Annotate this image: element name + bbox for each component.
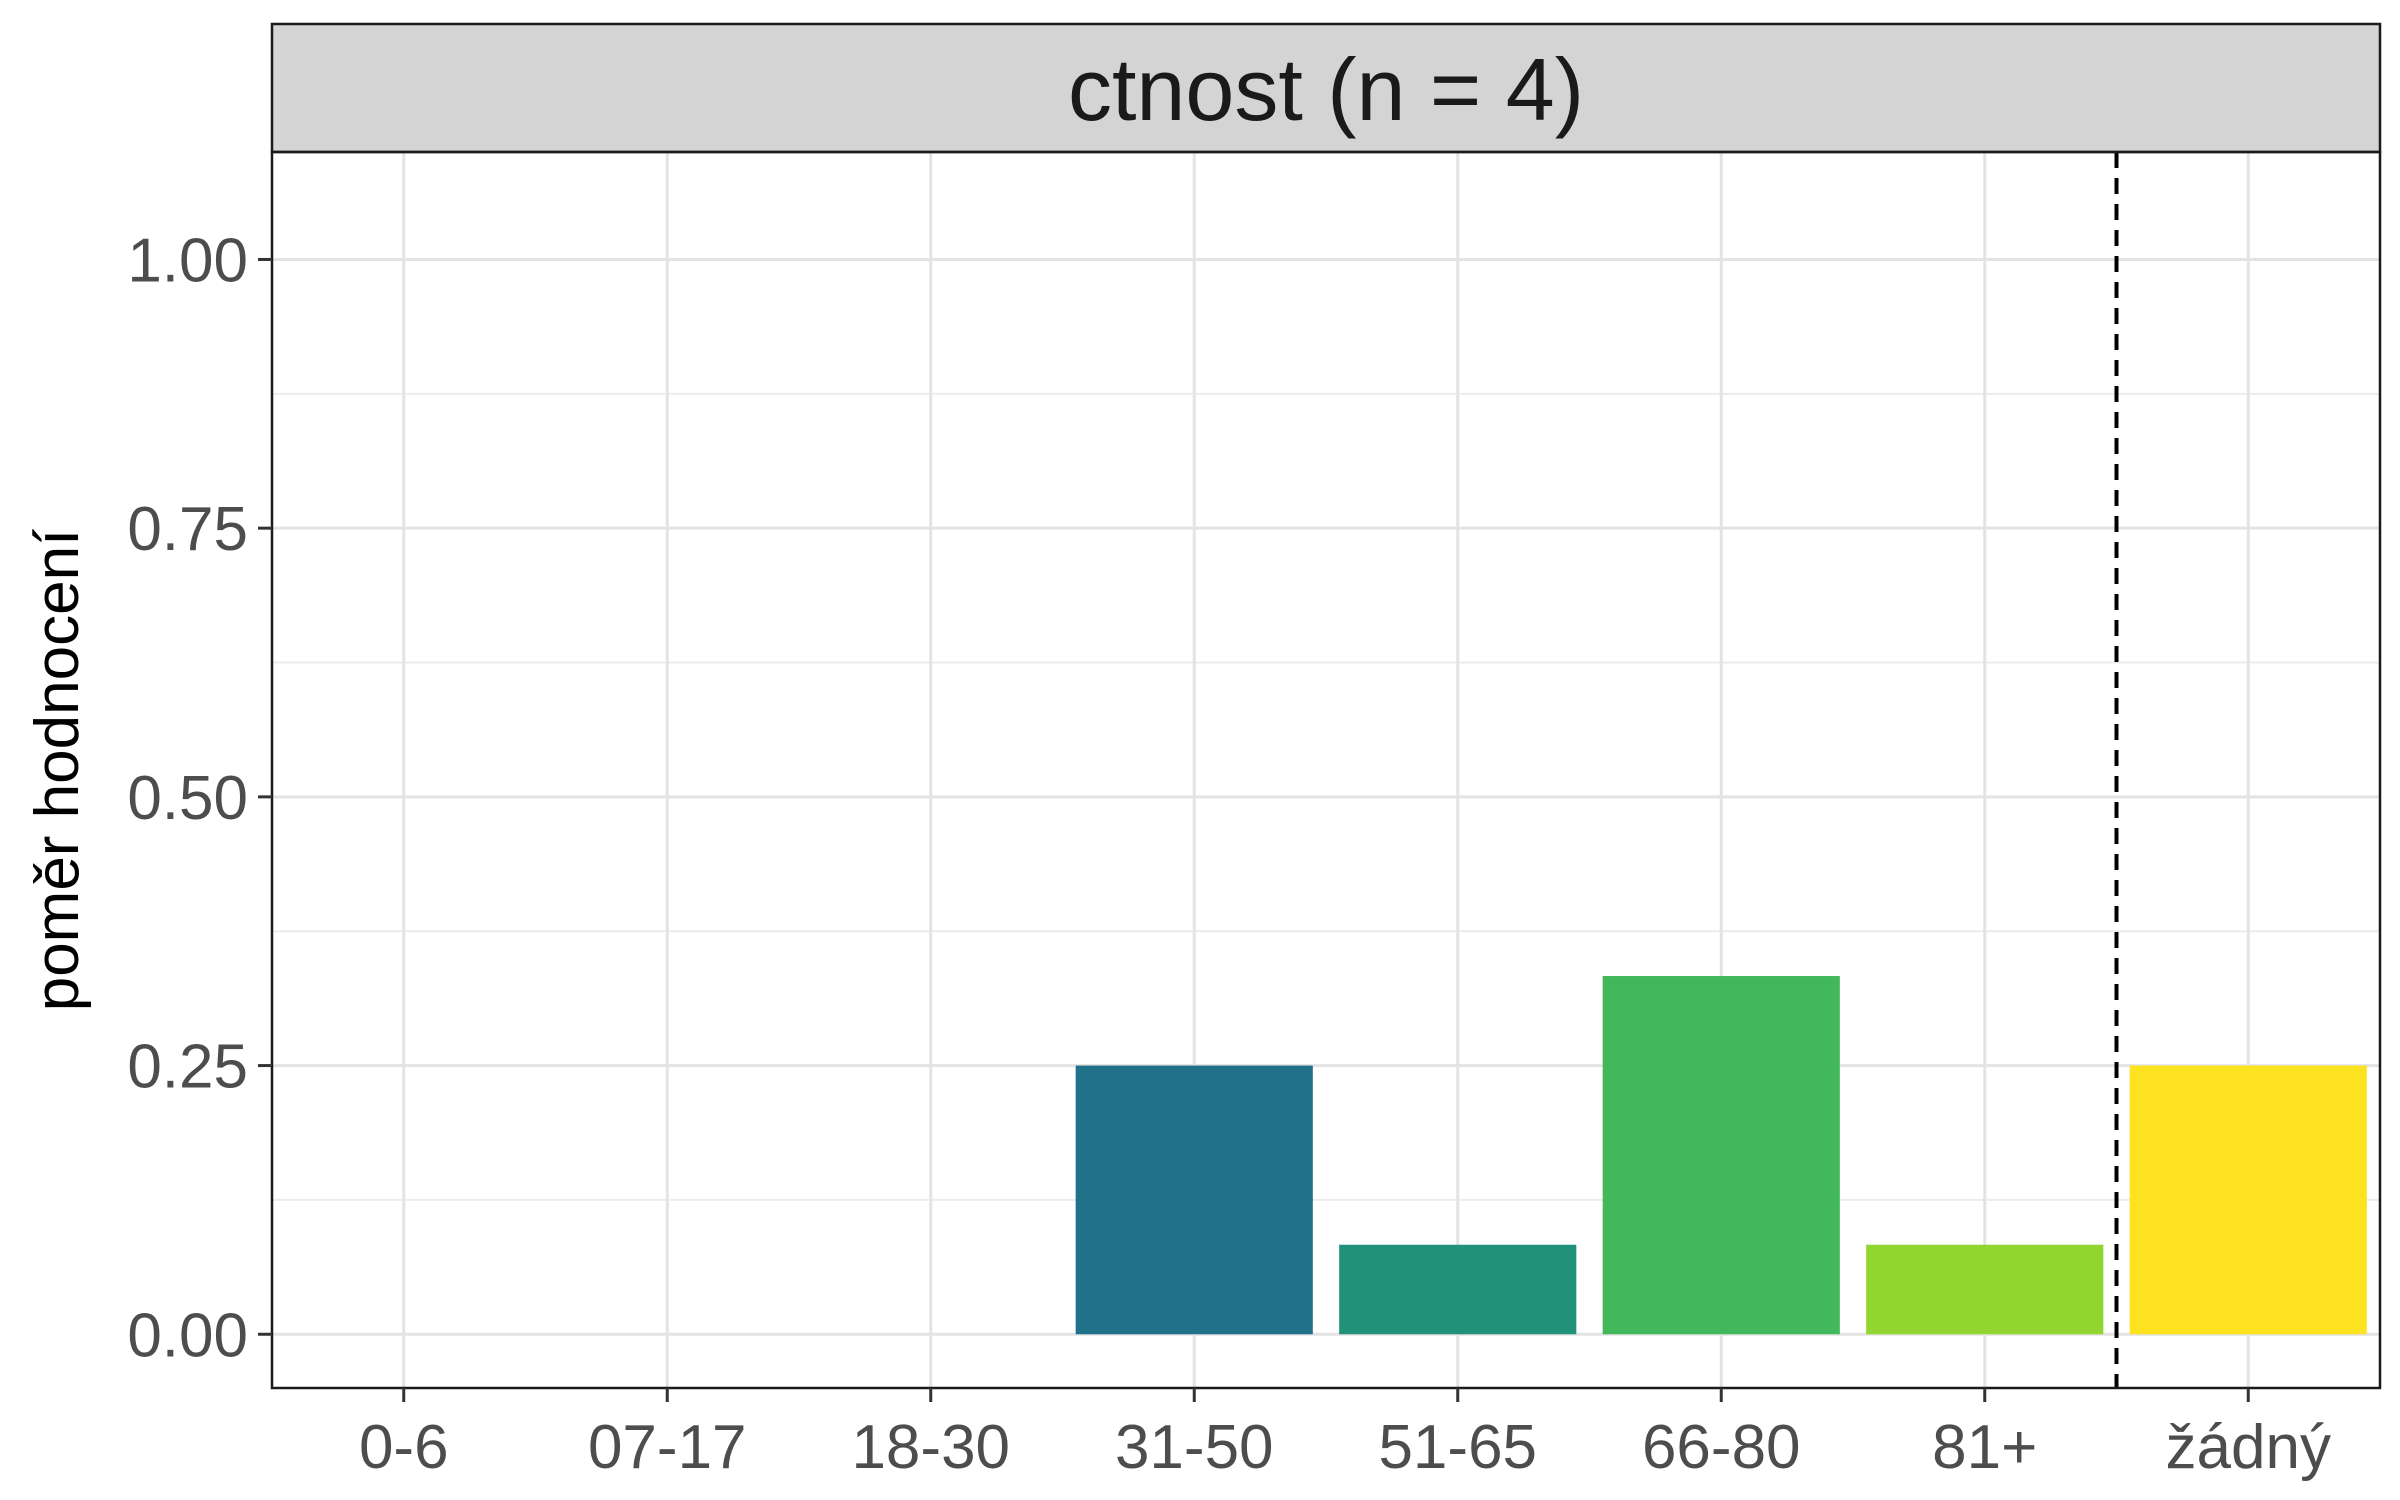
y-axis-label: poměr hodnocení <box>23 529 92 1012</box>
bar-81+ <box>1866 1244 2104 1335</box>
y-axis: 0.00 0.25 0.50 0.75 1.00 <box>127 226 272 1370</box>
y-tick-label: 0.75 <box>127 495 248 564</box>
y-tick-label: 0.50 <box>127 764 248 833</box>
x-axis: 0-6 07-17 18-30 31-50 51-65 66-80 81+ žádný <box>359 1388 2331 1482</box>
x-tick-label: 07-17 <box>588 1413 747 1482</box>
strip-background <box>270 22 2382 154</box>
panel-border <box>270 150 2382 1390</box>
bar-žádný <box>2129 1065 2367 1335</box>
facet-title: ctnost (n = 4) <box>1068 40 1584 139</box>
y-tick-label: 0.25 <box>127 1033 248 1102</box>
x-tick-label: 51-65 <box>1378 1413 1537 1482</box>
grid-lines <box>272 152 2380 1388</box>
bar-66-80 <box>1602 976 1840 1335</box>
x-tick-label: 81+ <box>1932 1413 2037 1482</box>
bars <box>1075 976 2367 1335</box>
x-tick-label: 31-50 <box>1115 1413 1274 1482</box>
bar-31-50 <box>1075 1065 1313 1335</box>
x-tick-label: žádný <box>2166 1413 2331 1482</box>
x-tick-label: 0-6 <box>359 1413 449 1482</box>
y-tick-label: 0.00 <box>127 1301 248 1370</box>
x-tick-label: 18-30 <box>851 1413 1010 1482</box>
bar-51-65 <box>1339 1244 1577 1335</box>
x-tick-label: 66-80 <box>1642 1413 1801 1482</box>
y-tick-label: 1.00 <box>127 226 248 295</box>
